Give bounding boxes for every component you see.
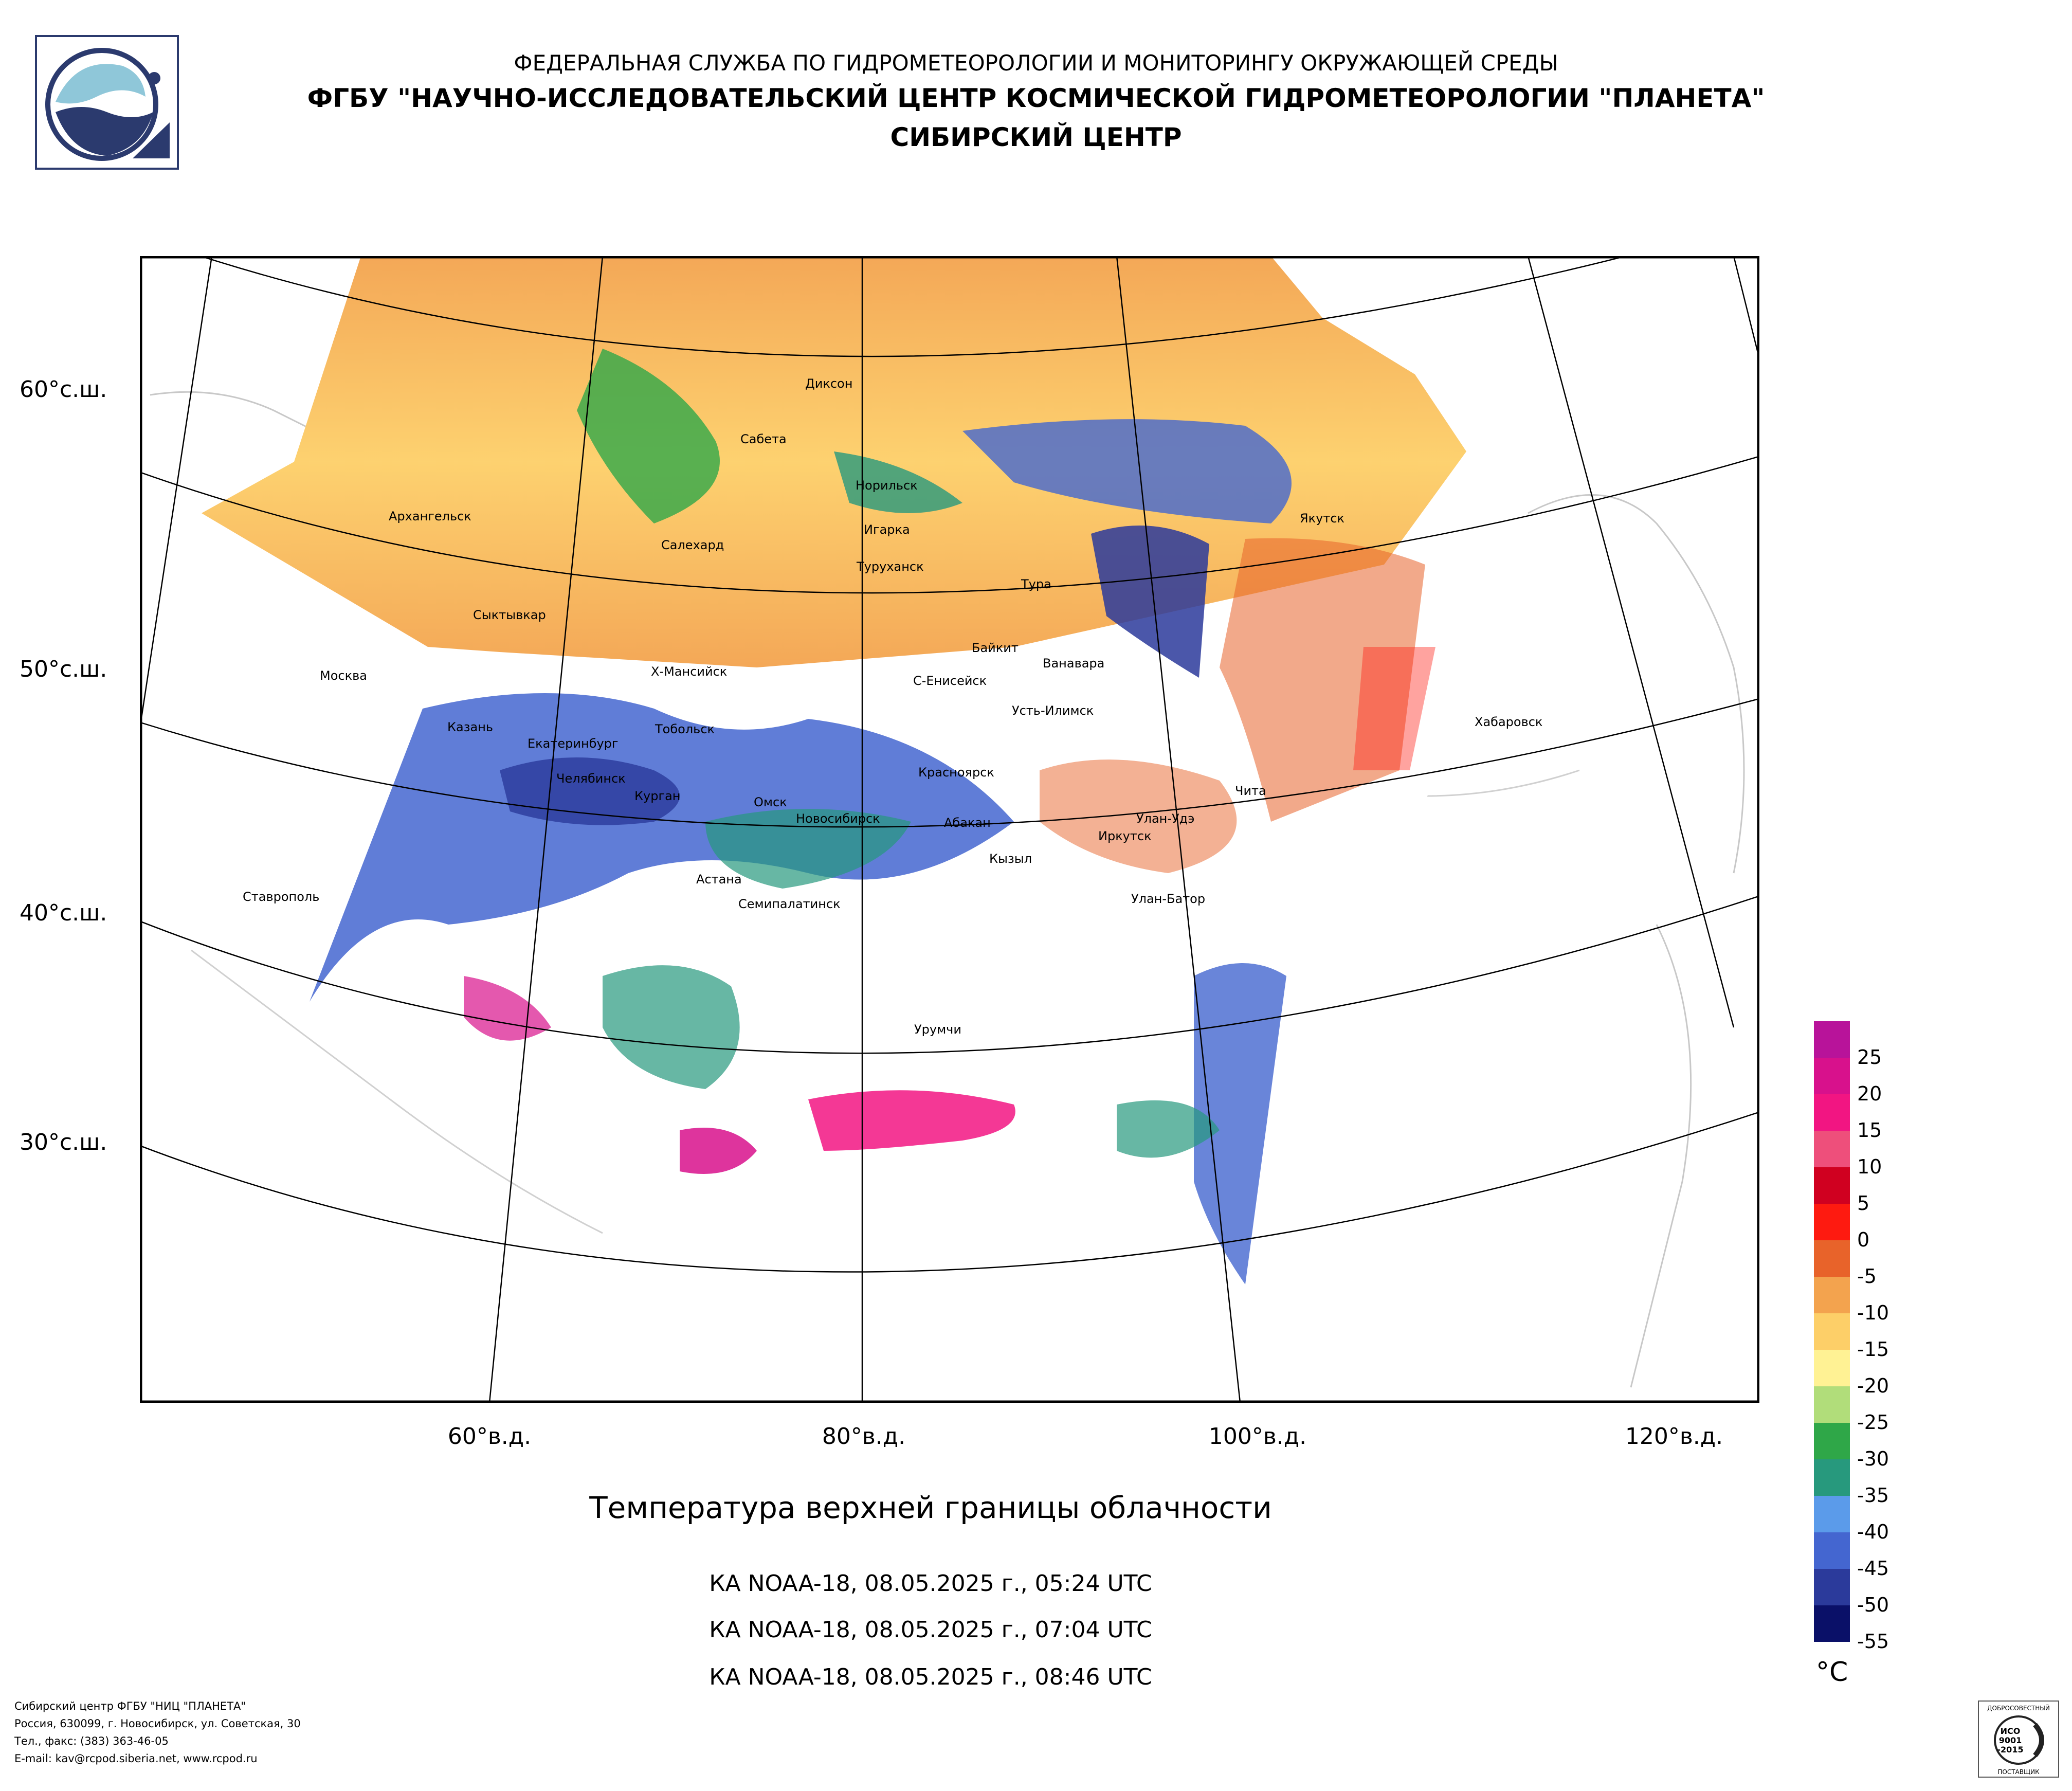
scale-swatch (1814, 1277, 1850, 1313)
scale-label: -20 (1857, 1374, 1889, 1397)
scale-swatch (1814, 1423, 1850, 1459)
lat-label-40: 40°с.ш. (20, 900, 107, 926)
scale-label: -5 (1857, 1265, 1877, 1288)
city-ust-ilimsk: Усть-Илимск (1012, 703, 1094, 718)
city-astana: Астана (696, 872, 742, 887)
city-irkutsk: Иркутск (1098, 829, 1152, 843)
scale-label: -45 (1857, 1557, 1889, 1580)
iso-certificate-badge: ДОБРОСОВЕСТНЫЙ ИСО 9001 -2015 ПОСТАВЩИК (1978, 1700, 2059, 1778)
city-severo-yeniseysk: С-Енисейск (913, 674, 987, 688)
city-khanty-mansiysk: Х-Мансийск (651, 664, 728, 679)
city-kyzyl: Кызыл (989, 852, 1032, 866)
lon-label-60: 60°в.д. (447, 1423, 532, 1450)
scale-label: -30 (1857, 1448, 1889, 1470)
city-salekhard: Салехард (661, 538, 724, 552)
cert-line1: ИСО (2001, 1726, 2021, 1736)
scale-label: 20 (1857, 1082, 1882, 1105)
scale-swatch (1814, 1094, 1850, 1131)
scale-label: -50 (1857, 1594, 1889, 1616)
city-vanavara: Ванавара (1043, 656, 1105, 671)
scale-swatch (1814, 1167, 1850, 1204)
cloud-top-temperature-map (140, 256, 1759, 1403)
lon-label-100: 100°в.д. (1208, 1423, 1307, 1450)
cert-bottom: ПОСТАВЩИК (1997, 1768, 2040, 1776)
city-baikit: Байкит (972, 641, 1019, 655)
scale-swatch (1814, 1350, 1850, 1386)
footer-email: E-mail: kav@rcpod.siberia.net, www.rcpod… (14, 1752, 258, 1765)
scale-swatch (1814, 1131, 1850, 1167)
city-ulaanbaatar: Улан-Батор (1131, 892, 1206, 906)
scale-label: -35 (1857, 1484, 1889, 1507)
cert-line3: -2015 (1997, 1745, 2023, 1754)
city-krasnoyarsk: Красноярск (918, 765, 994, 780)
city-semipalatinsk: Семипалатинск (738, 897, 841, 911)
city-syktyvkar: Сыктывкар (473, 608, 546, 622)
city-moscow: Москва (320, 668, 367, 683)
city-igarka: Игарка (864, 522, 910, 537)
city-ulan-ude: Улан-Удэ (1136, 811, 1195, 826)
city-chita: Чита (1235, 784, 1266, 798)
lat-label-50: 50°с.ш. (20, 656, 107, 682)
lat-label-30: 30°с.ш. (20, 1129, 107, 1155)
city-yakutsk: Якутск (1300, 511, 1345, 526)
pass-3: КА NOAA-18, 08.05.2025 г., 08:46 UTC (709, 1664, 1152, 1690)
scale-swatch (1814, 1496, 1850, 1532)
cert-top: ДОБРОСОВЕСТНЫЙ (1987, 1704, 2050, 1712)
scale-swatch (1814, 1058, 1850, 1094)
header-agency: ФЕДЕРАЛЬНАЯ СЛУЖБА ПО ГИДРОМЕТЕОРОЛОГИИ … (514, 50, 1558, 76)
scale-label: 10 (1857, 1155, 1882, 1178)
city-novosibirsk: Новосибирск (796, 811, 880, 826)
city-tura: Тура (1021, 577, 1051, 591)
lon-label-120: 120°в.д. (1625, 1423, 1723, 1450)
scale-swatch (1814, 1459, 1850, 1496)
scale-swatch (1814, 1240, 1850, 1277)
scale-swatch (1814, 1569, 1850, 1605)
city-sabeta: Сабета (740, 432, 787, 446)
scale-label: 0 (1857, 1228, 1869, 1251)
scale-label: -40 (1857, 1521, 1889, 1543)
scale-label: 5 (1857, 1192, 1869, 1215)
header-institute: ФГБУ "НАУЧНО-ИССЛЕДОВАТЕЛЬСКИЙ ЦЕНТР КОС… (307, 83, 1765, 113)
city-omsk: Омск (754, 795, 787, 809)
city-kurgan: Курган (634, 789, 681, 803)
pass-2: КА NOAA-18, 08.05.2025 г., 07:04 UTC (709, 1617, 1152, 1643)
city-urumqi: Урумчи (914, 1022, 961, 1037)
city-turukhansk: Туруханск (857, 559, 924, 574)
footer-address: Россия, 630099, г. Новосибирск, ул. Сове… (14, 1717, 301, 1730)
scale-swatch (1814, 1532, 1850, 1569)
city-kazan: Казань (447, 720, 494, 734)
cert-line2: 9001 (1999, 1735, 2022, 1745)
city-yekaterinburg: Екатеринбург (528, 736, 619, 751)
scale-swatch (1814, 1204, 1850, 1240)
scale-label: 15 (1857, 1119, 1882, 1142)
scale-swatch (1814, 1605, 1850, 1642)
city-chelyabinsk: Челябинск (556, 771, 626, 786)
city-khabarovsk: Хабаровск (1475, 715, 1543, 729)
planeta-logo (35, 35, 179, 170)
scale-label: -15 (1857, 1338, 1889, 1361)
scale-swatch (1814, 1021, 1850, 1058)
scale-swatch (1814, 1313, 1850, 1350)
city-arkhangelsk: Архангельск (389, 509, 471, 523)
scale-label: -55 (1857, 1630, 1889, 1653)
scale-label: 25 (1857, 1046, 1882, 1069)
city-stavropol: Ставрополь (243, 890, 320, 904)
scale-label: -25 (1857, 1411, 1889, 1434)
pass-1: КА NOAA-18, 08.05.2025 г., 05:24 UTC (709, 1570, 1152, 1597)
lat-label-60: 60°с.ш. (20, 376, 107, 403)
product-title: Температура верхней границы облачности (589, 1490, 1272, 1525)
city-norilsk: Норильск (856, 478, 918, 493)
footer-org: Сибирский центр ФГБУ "НИЦ "ПЛАНЕТА" (14, 1700, 246, 1712)
lon-label-80: 80°в.д. (822, 1423, 906, 1450)
temperature-unit: °C (1816, 1657, 1848, 1688)
city-dikson: Диксон (805, 376, 853, 391)
city-tobolsk: Тобольск (655, 722, 715, 736)
scale-label: -10 (1857, 1301, 1889, 1324)
scale-swatch (1814, 1386, 1850, 1423)
temperature-scale: 25 20 15 10 5 0 -5 -10 -15 -20 -25 -30 -35 -40 -45 -50 -… (1814, 1021, 1889, 1653)
header-center: СИБИРСКИЙ ЦЕНТР (890, 122, 1182, 152)
footer-phone: Тел., факс: (383) 363-46-05 (14, 1735, 169, 1747)
city-abakan: Абакан (944, 816, 991, 830)
